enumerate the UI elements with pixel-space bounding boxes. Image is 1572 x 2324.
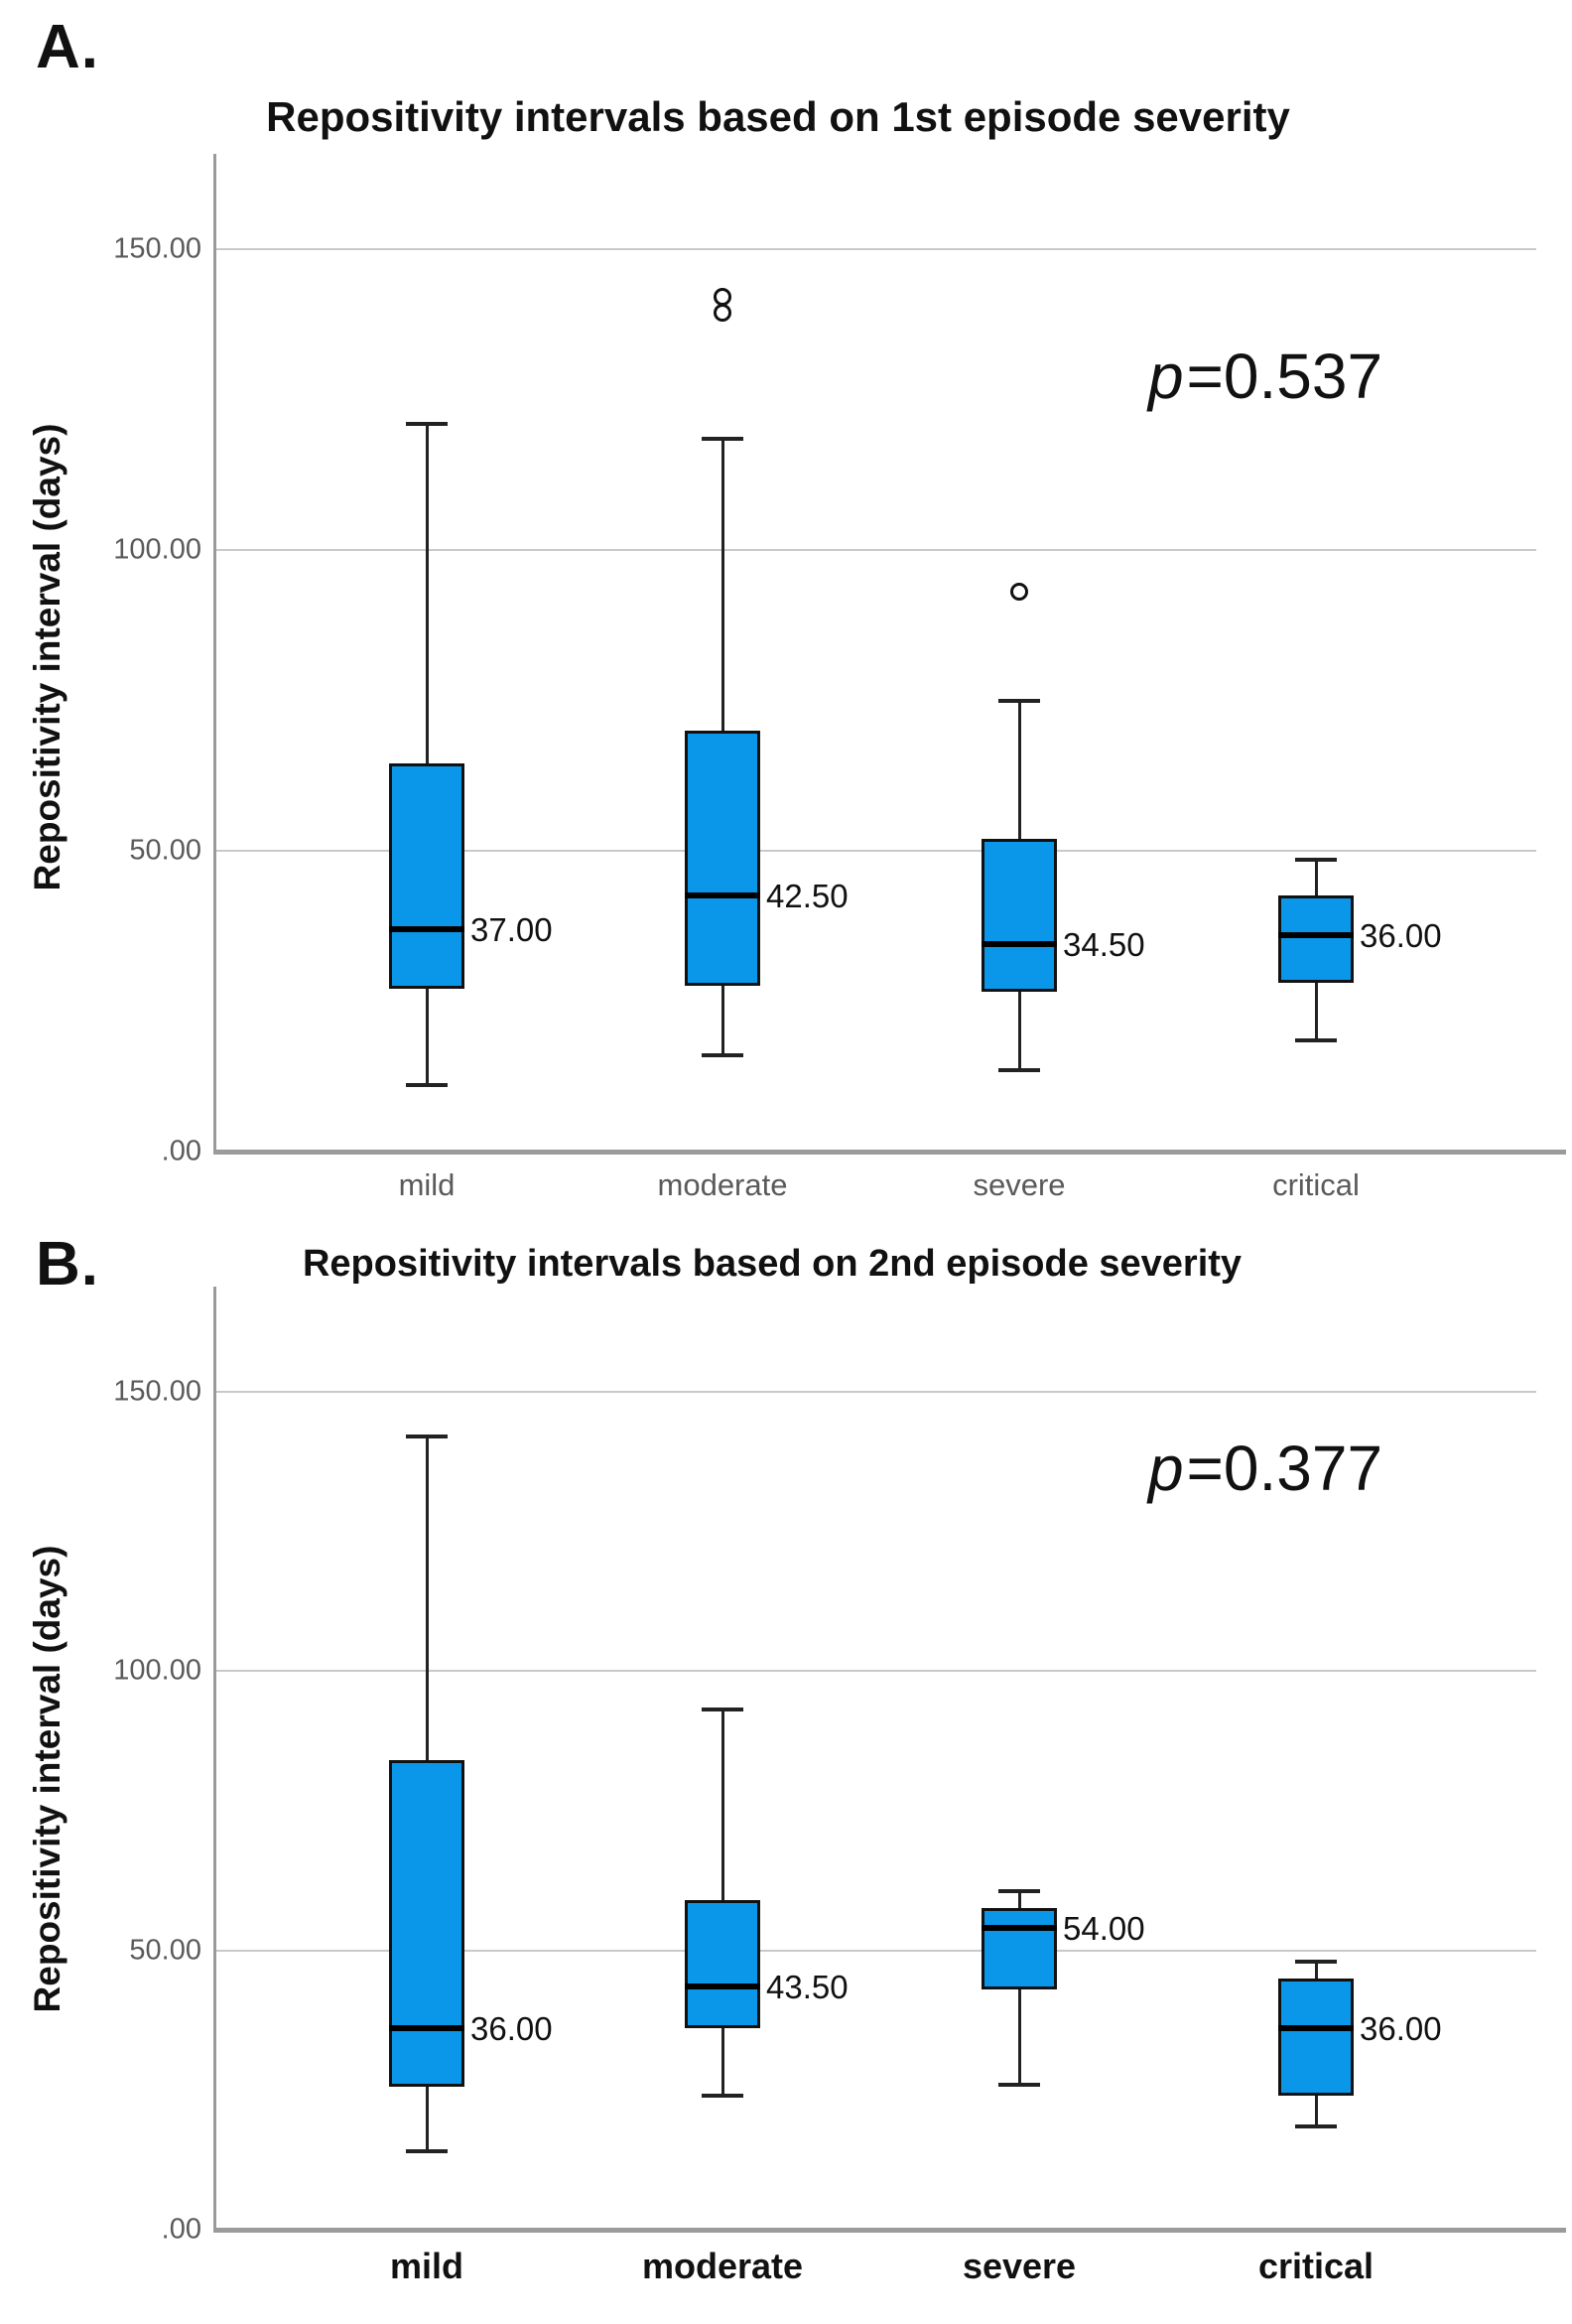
median-label: 36.00 bbox=[1360, 916, 1442, 954]
p-value: =0.377 bbox=[1186, 1433, 1383, 1504]
category-label: severe bbox=[973, 1167, 1066, 1202]
upper-whisker-cap bbox=[702, 436, 743, 441]
gridline bbox=[213, 1949, 1536, 1952]
median-line bbox=[389, 2025, 464, 2032]
p-symbol: p bbox=[1147, 341, 1184, 412]
panel-b-corner-label: B. bbox=[36, 1230, 99, 1299]
y-tick-label: 50.00 bbox=[129, 834, 201, 867]
median-label: 37.00 bbox=[470, 910, 553, 948]
box bbox=[685, 730, 760, 987]
panel-a-y-axis-title: Repositivity interval (days) bbox=[27, 423, 67, 891]
upper-whisker-cap bbox=[406, 421, 448, 426]
box bbox=[1278, 1978, 1354, 2096]
y-tick-label: 150.00 bbox=[113, 1375, 201, 1407]
lower-whisker bbox=[1315, 2095, 1318, 2126]
lower-whisker-cap bbox=[998, 2082, 1040, 2087]
box bbox=[389, 763, 464, 990]
lower-whisker bbox=[426, 2087, 429, 2152]
category-label: critical bbox=[1257, 2246, 1375, 2286]
upper-whisker-cap bbox=[702, 1708, 743, 1712]
x-axis-line bbox=[213, 1150, 1566, 1155]
y-tick-label: 100.00 bbox=[113, 533, 201, 566]
gridline bbox=[213, 549, 1536, 551]
gridline bbox=[213, 1670, 1536, 1672]
category-label: severe bbox=[962, 2246, 1077, 2286]
y-tick-label: 150.00 bbox=[113, 232, 201, 265]
median-line bbox=[685, 1983, 760, 1990]
lower-whisker-cap bbox=[1295, 2123, 1337, 2128]
box bbox=[685, 1899, 760, 2029]
upper-whisker bbox=[426, 423, 429, 764]
category-label: moderate bbox=[657, 1167, 788, 1202]
panel-a-title: Repositivity intervals based on 1st epis… bbox=[266, 93, 1290, 140]
panel-b-p-annotation: p=0.377 bbox=[1148, 1432, 1382, 1505]
upper-whisker bbox=[1018, 1891, 1021, 1909]
panel-b-title: Repositivity intervals based on 2nd epis… bbox=[302, 1243, 1243, 1285]
x-axis-line bbox=[213, 2228, 1566, 2233]
y-axis-line bbox=[213, 1287, 216, 2230]
gridline bbox=[213, 850, 1536, 852]
lower-whisker-cap bbox=[406, 1083, 448, 1088]
lower-whisker bbox=[721, 986, 724, 1056]
median-label: 36.00 bbox=[470, 2010, 553, 2048]
upper-whisker bbox=[426, 1435, 429, 1761]
upper-whisker-cap bbox=[1295, 858, 1337, 863]
upper-whisker bbox=[721, 438, 724, 731]
box bbox=[1278, 895, 1354, 984]
median-label: 34.50 bbox=[1063, 925, 1145, 963]
lower-whisker-cap bbox=[702, 2093, 743, 2098]
lower-whisker-cap bbox=[406, 2149, 448, 2154]
median-line bbox=[1278, 2025, 1354, 2032]
y-tick-label: .00 bbox=[161, 1135, 201, 1167]
outlier-point bbox=[714, 303, 731, 322]
median-line bbox=[982, 940, 1057, 947]
upper-whisker bbox=[1315, 860, 1318, 896]
panel-a-corner-label: A. bbox=[36, 13, 99, 81]
panel-a-p-annotation: p=0.537 bbox=[1148, 340, 1382, 413]
lower-whisker bbox=[1315, 983, 1318, 1040]
y-tick-label: .00 bbox=[161, 2213, 201, 2246]
upper-whisker-cap bbox=[406, 1434, 448, 1438]
y-axis-line bbox=[213, 154, 216, 1152]
box bbox=[982, 1908, 1057, 1989]
gridline bbox=[213, 1390, 1536, 1393]
median-label: 54.00 bbox=[1063, 1909, 1145, 1947]
category-label: mild bbox=[398, 1167, 456, 1202]
median-line bbox=[389, 925, 464, 932]
box bbox=[389, 1760, 464, 2088]
lower-whisker-cap bbox=[702, 1053, 743, 1058]
category-label: moderate bbox=[641, 2246, 804, 2286]
upper-whisker-cap bbox=[998, 698, 1040, 703]
outlier-point bbox=[1010, 583, 1028, 602]
upper-whisker-cap bbox=[998, 1889, 1040, 1894]
y-tick-label: 50.00 bbox=[129, 1934, 201, 1966]
median-label: 42.50 bbox=[766, 878, 849, 915]
gridline bbox=[213, 248, 1536, 250]
lower-whisker bbox=[1018, 992, 1021, 1071]
lower-whisker bbox=[426, 989, 429, 1086]
y-tick-label: 100.00 bbox=[113, 1654, 201, 1687]
upper-whisker bbox=[721, 1709, 724, 1900]
median-label: 43.50 bbox=[766, 1969, 849, 2006]
lower-whisker-cap bbox=[998, 1068, 1040, 1073]
p-symbol: p bbox=[1147, 1433, 1184, 1504]
category-label: critical bbox=[1272, 1167, 1360, 1202]
median-line bbox=[982, 1924, 1057, 1931]
box bbox=[982, 838, 1057, 993]
lower-whisker bbox=[1018, 1988, 1021, 2085]
median-label: 36.00 bbox=[1360, 2010, 1442, 2048]
upper-whisker bbox=[1315, 1961, 1318, 1979]
lower-whisker-cap bbox=[1295, 1037, 1337, 1042]
category-label: mild bbox=[389, 2246, 464, 2286]
upper-whisker bbox=[1018, 700, 1021, 839]
lower-whisker bbox=[721, 2028, 724, 2096]
median-line bbox=[1278, 931, 1354, 938]
median-line bbox=[685, 892, 760, 899]
p-value: =0.537 bbox=[1186, 341, 1383, 412]
upper-whisker-cap bbox=[1295, 1959, 1337, 1964]
